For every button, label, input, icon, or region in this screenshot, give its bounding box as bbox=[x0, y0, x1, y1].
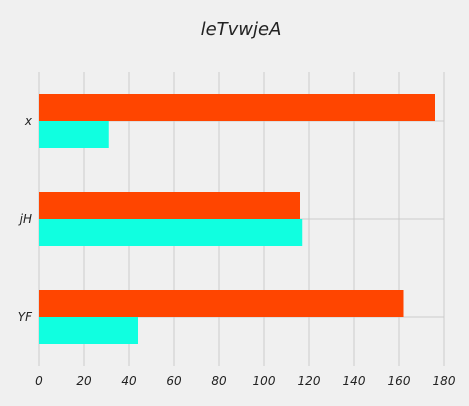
bar-jh-series-1 bbox=[39, 219, 302, 246]
x-tick-label: 140 bbox=[343, 374, 366, 388]
y-tick-label: jH bbox=[18, 212, 32, 226]
bar-jh-series-2 bbox=[39, 192, 300, 219]
y-axis-ticks: YF jH x bbox=[18, 114, 33, 324]
x-tick-label: 40 bbox=[121, 374, 137, 388]
x-tick-label: 0 bbox=[35, 374, 43, 388]
x-tick-label: 60 bbox=[166, 374, 182, 388]
x-tick-label: 120 bbox=[298, 374, 321, 388]
bar-yf-series-1 bbox=[39, 317, 138, 344]
bar-x-series-2 bbox=[39, 94, 435, 121]
chart-title: leTvwjeA bbox=[201, 19, 282, 40]
y-tick-label: YF bbox=[18, 310, 33, 324]
bar-yf-series-2 bbox=[39, 290, 404, 317]
x-tick-label: 20 bbox=[76, 374, 92, 388]
x-tick-label: 100 bbox=[253, 374, 276, 388]
bar-x-series-1 bbox=[39, 121, 109, 148]
x-tick-label: 160 bbox=[388, 374, 411, 388]
y-tick-label: x bbox=[24, 114, 33, 128]
x-tick-label: 180 bbox=[433, 374, 456, 388]
x-axis-ticks: 0 20 40 60 80 100 120 140 160 180 bbox=[35, 374, 456, 388]
x-tick-label: 80 bbox=[211, 374, 227, 388]
